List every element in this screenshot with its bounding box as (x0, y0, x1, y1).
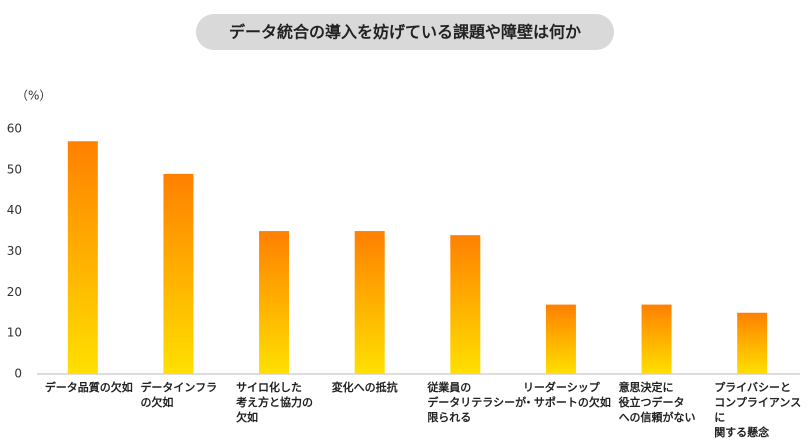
x-tick-label: 従業員の データリテラシーが 限られる (427, 381, 527, 424)
chart-title: データ統合の導入を妨げている課題や障壁は何か (229, 23, 581, 42)
y-tick-label: 30 (7, 244, 22, 258)
title-pill (196, 14, 614, 50)
y-axis-label: （%） (16, 89, 51, 103)
x-tick-label: 意思決定に 役立つデータ への信頼がない (618, 381, 696, 424)
y-tick-label: 20 (7, 285, 22, 299)
x-tick-label: データ品質の欠如 (44, 381, 133, 394)
bar (67, 141, 98, 374)
x-tick-label: リーダーシップ ・サポートの欠如 (522, 381, 611, 409)
y-tick-label: 60 (7, 122, 22, 136)
bar (354, 231, 385, 374)
x-tick-label: サイロ化した 考え方と協力の 欠如 (236, 381, 314, 424)
bar (641, 304, 672, 374)
bar (259, 231, 290, 374)
bar (163, 173, 194, 374)
bar (545, 304, 576, 374)
y-tick-label: 0 (14, 367, 22, 381)
x-tick-label: データインフラ の欠如 (140, 381, 218, 409)
y-tick-label: 50 (7, 162, 22, 176)
y-tick-label: 10 (7, 326, 22, 340)
x-tick-label: 変化への抵抗 (331, 381, 398, 394)
y-tick-label: 40 (7, 203, 22, 217)
bar (737, 312, 768, 374)
bar (450, 235, 481, 374)
x-tick-label: プライバシーと コンプライアンスに 関する懸念 (714, 381, 802, 439)
